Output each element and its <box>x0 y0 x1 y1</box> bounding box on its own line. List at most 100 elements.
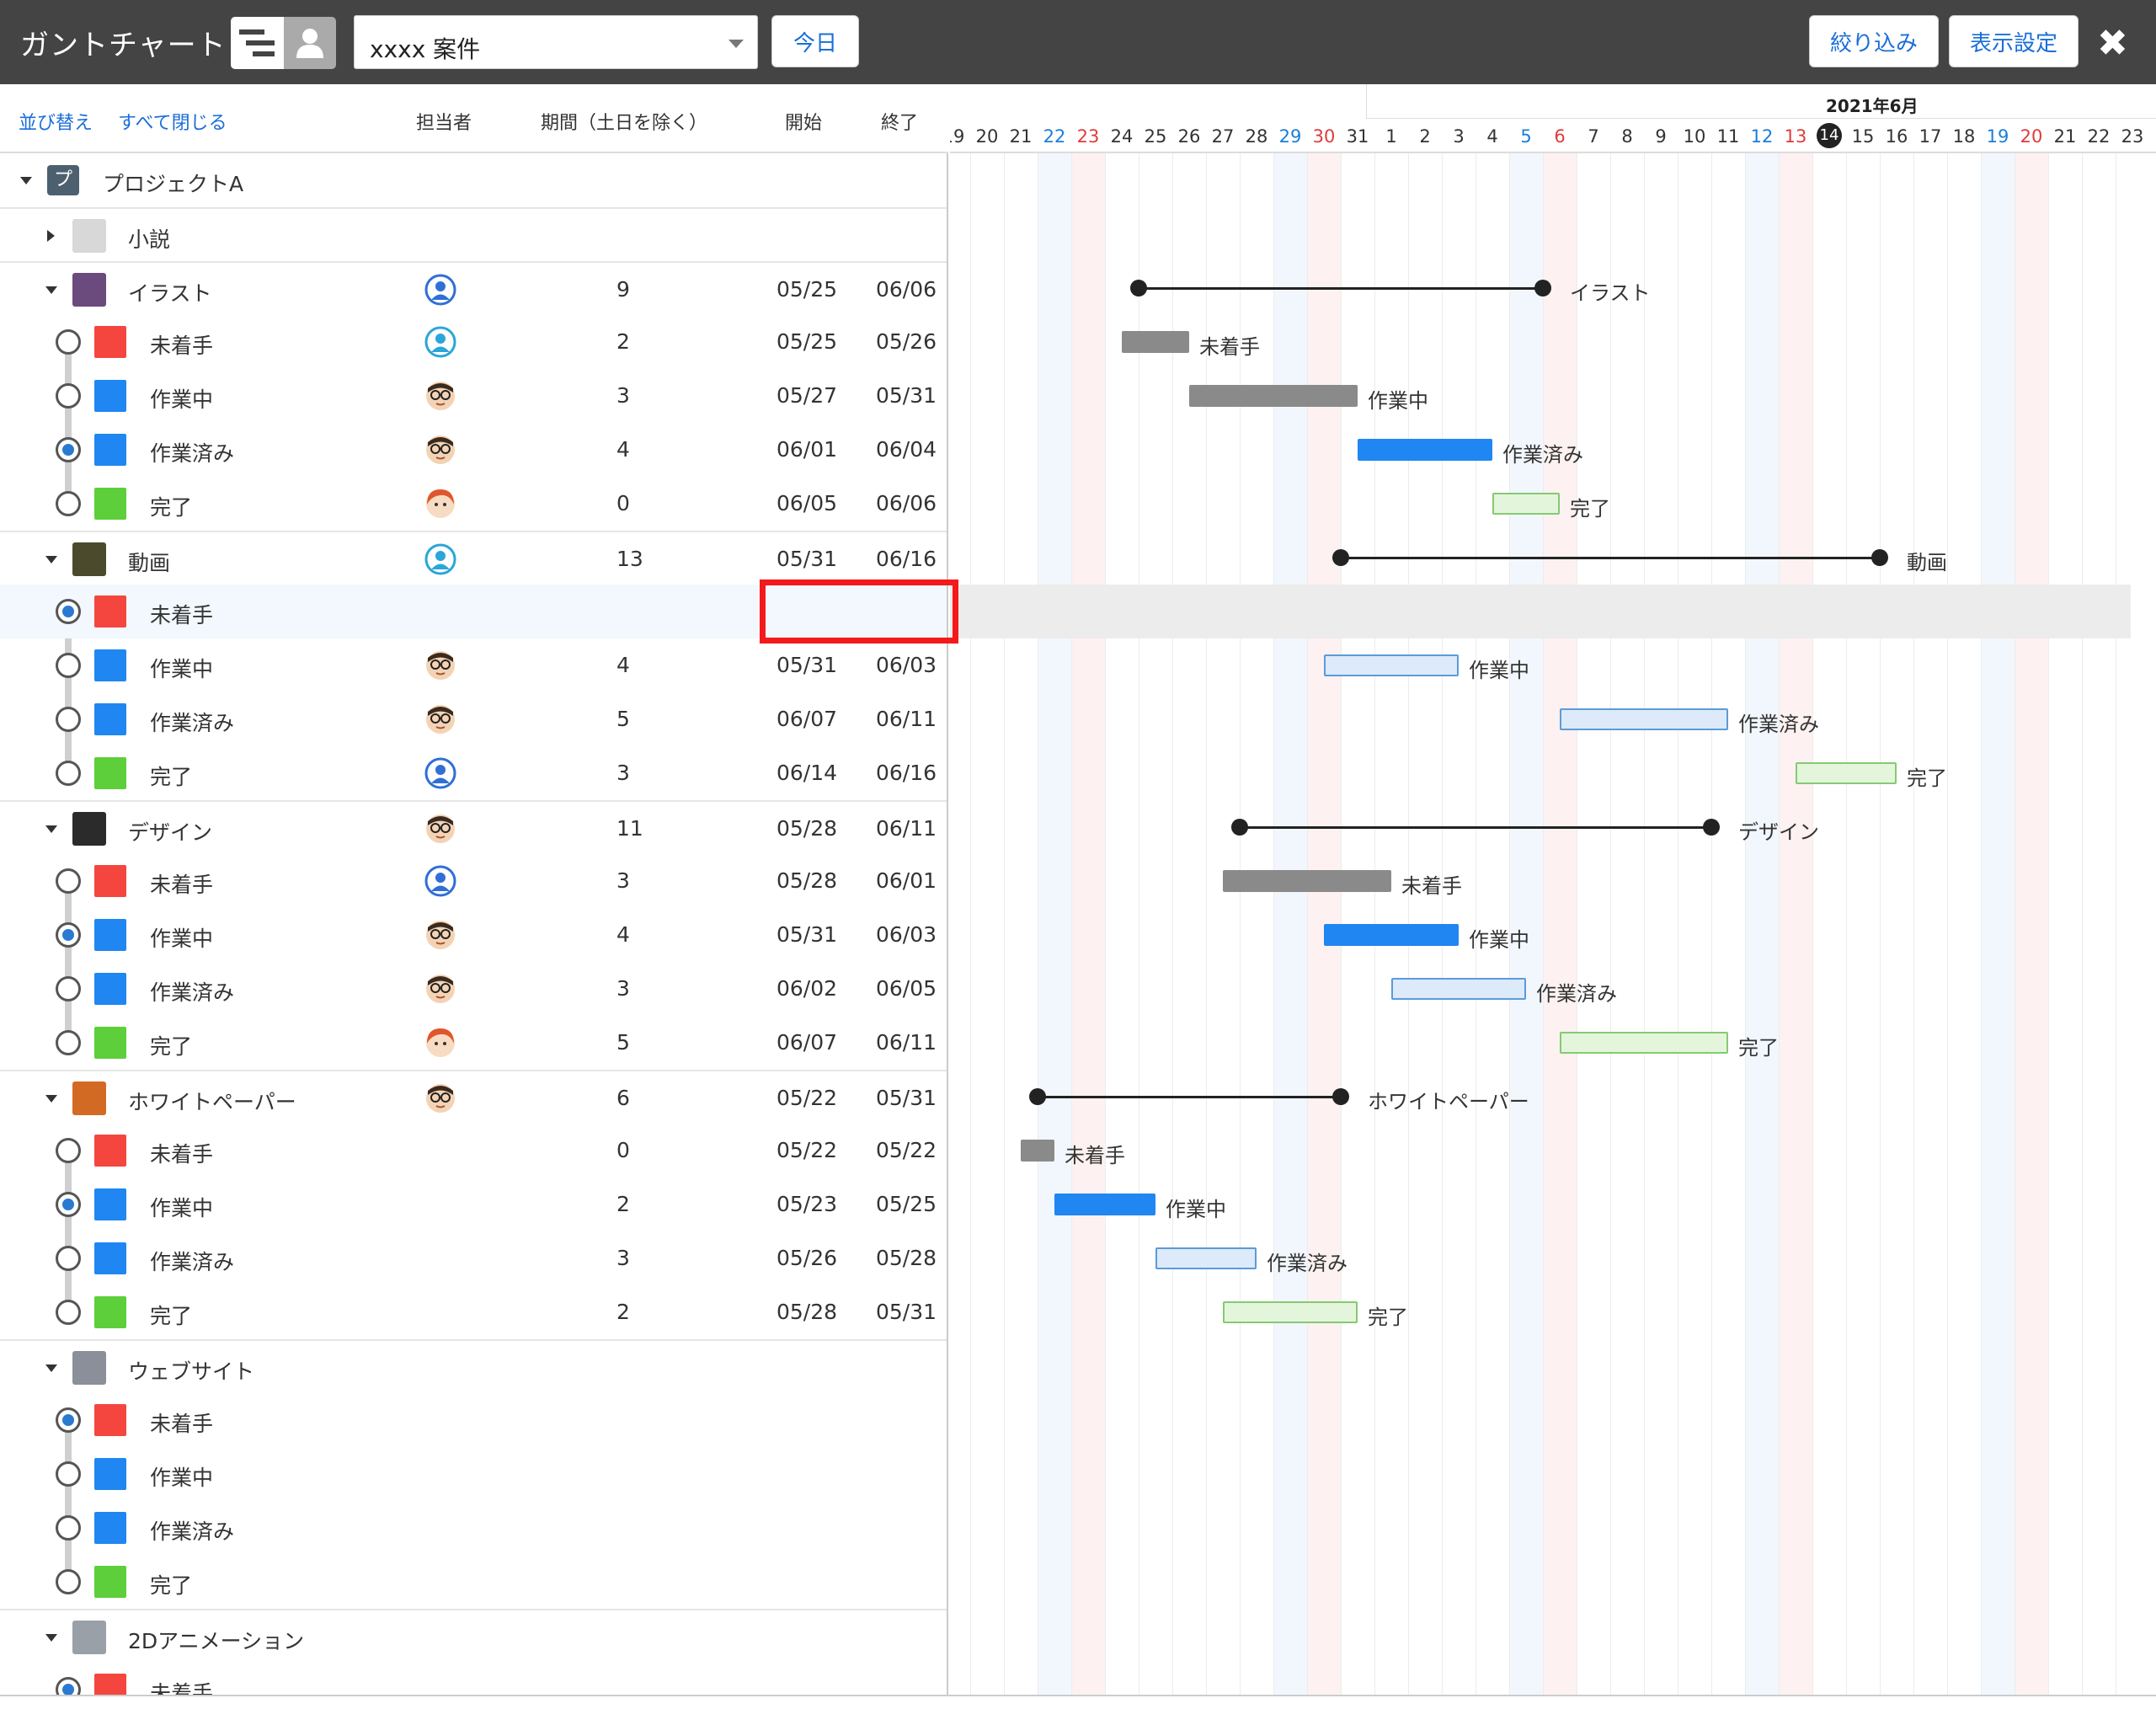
start-date-cell[interactable]: 06/07 <box>776 707 838 731</box>
start-date-cell[interactable]: 05/31 <box>776 653 838 677</box>
task-row[interactable]: 作業済み 3 06/02 06/05 <box>0 962 947 1016</box>
group-summary-bar[interactable] <box>1038 1096 1341 1098</box>
group-row[interactable]: 2Dアニメーション <box>0 1609 947 1663</box>
summary-start-handle[interactable] <box>1029 1088 1046 1105</box>
end-date-cell[interactable]: 06/03 <box>876 653 937 677</box>
task-bar[interactable] <box>1560 1032 1728 1054</box>
task-bar[interactable] <box>1324 654 1459 676</box>
task-row[interactable]: 作業済み 5 06/07 06/11 <box>0 692 947 746</box>
avatar[interactable] <box>424 703 456 735</box>
task-row[interactable]: 作業中 2 05/23 05/25 <box>0 1178 947 1231</box>
summary-start-handle[interactable] <box>1332 549 1349 566</box>
status-radio[interactable] <box>56 437 81 462</box>
today-button[interactable]: 今日 <box>771 15 859 67</box>
start-date-cell[interactable]: 05/23 <box>776 1192 838 1216</box>
group-row[interactable]: 動画 13 05/31 06/16 <box>0 531 947 585</box>
group-row[interactable]: デザイン 11 05/28 06/11 <box>0 800 947 854</box>
summary-end-handle[interactable] <box>1534 280 1551 296</box>
summary-end-handle[interactable] <box>1703 819 1720 836</box>
task-row[interactable]: 未着手 2 05/25 05/26 <box>0 315 947 369</box>
task-row[interactable]: 作業中 <box>0 1447 947 1501</box>
start-date-cell[interactable]: 05/31 <box>776 922 838 947</box>
caret-down-icon[interactable] <box>45 286 57 294</box>
task-bar[interactable] <box>1560 708 1728 730</box>
avatar[interactable] <box>424 649 456 681</box>
start-date-cell[interactable]: 06/05 <box>776 491 838 515</box>
status-radio[interactable] <box>56 761 81 786</box>
start-date-cell[interactable]: 05/28 <box>776 816 838 841</box>
task-bar[interactable] <box>1324 924 1459 946</box>
gantt-view-button[interactable] <box>231 17 284 69</box>
member-view-button[interactable] <box>283 17 336 69</box>
summary-end-handle[interactable] <box>1332 1088 1349 1105</box>
display-settings-button[interactable]: 表示設定 <box>1949 15 2079 67</box>
end-date-cell[interactable]: 05/28 <box>876 1246 937 1270</box>
task-row[interactable]: 作業中 4 05/31 06/03 <box>0 638 947 692</box>
caret-down-icon[interactable] <box>20 177 32 184</box>
task-row[interactable]: 未着手 <box>0 1393 947 1447</box>
task-row[interactable]: 作業済み 3 05/26 05/28 <box>0 1231 947 1285</box>
task-row[interactable]: 作業中 3 05/27 05/31 <box>0 369 947 423</box>
task-bar[interactable] <box>1391 978 1526 1000</box>
sort-link[interactable]: 並び替え <box>19 113 93 134</box>
start-date-cell[interactable]: 05/28 <box>776 868 838 893</box>
end-date-cell[interactable]: 06/06 <box>876 491 937 515</box>
status-radio[interactable] <box>56 599 81 624</box>
task-row[interactable]: 未着手 <box>0 585 947 638</box>
status-radio[interactable] <box>56 1461 81 1487</box>
group-row[interactable]: 小説 <box>0 207 947 261</box>
status-radio[interactable] <box>56 1515 81 1541</box>
task-row[interactable]: 完了 2 05/28 05/31 <box>0 1285 947 1339</box>
status-radio[interactable] <box>56 1138 81 1163</box>
avatar[interactable] <box>424 919 456 951</box>
status-radio[interactable] <box>56 383 81 409</box>
end-date-cell[interactable]: 05/25 <box>876 1192 937 1216</box>
end-date-cell[interactable]: 06/11 <box>876 816 937 841</box>
caret-down-icon[interactable] <box>45 1365 57 1372</box>
avatar[interactable] <box>424 813 456 845</box>
task-bar[interactable] <box>1223 870 1391 892</box>
group-row[interactable]: イラスト 9 05/25 06/06 <box>0 261 947 315</box>
task-bar[interactable] <box>1223 1301 1358 1323</box>
status-radio[interactable] <box>56 1030 81 1055</box>
start-date-cell[interactable]: 06/14 <box>776 761 838 785</box>
project-row[interactable]: プ プロジェクトA <box>0 153 947 207</box>
status-radio[interactable] <box>56 976 81 1001</box>
task-row[interactable]: 未着手 0 05/22 05/22 <box>0 1124 947 1178</box>
status-radio[interactable] <box>56 1407 81 1433</box>
group-row[interactable]: ウェブサイト <box>0 1339 947 1393</box>
task-bar[interactable] <box>1796 762 1897 784</box>
end-date-cell[interactable]: 06/16 <box>876 547 937 571</box>
filter-button[interactable]: 絞り込み <box>1809 15 1939 67</box>
status-radio[interactable] <box>56 1569 81 1594</box>
task-bar[interactable] <box>1358 439 1492 461</box>
task-row[interactable]: 作業済み 4 06/01 06/04 <box>0 423 947 477</box>
start-date-cell[interactable]: 05/22 <box>776 1086 838 1110</box>
caret-down-icon[interactable] <box>45 1095 57 1103</box>
task-bar[interactable] <box>1021 1140 1054 1162</box>
avatar[interactable] <box>424 973 456 1005</box>
start-date-cell[interactable]: 05/22 <box>776 1138 838 1162</box>
start-date-cell[interactable]: 06/01 <box>776 437 838 462</box>
end-date-cell[interactable]: 06/16 <box>876 761 937 785</box>
start-date-cell[interactable]: 05/26 <box>776 1246 838 1270</box>
end-date-cell[interactable]: 06/05 <box>876 976 937 1001</box>
avatar[interactable] <box>424 326 456 358</box>
status-radio[interactable] <box>56 1300 81 1325</box>
status-radio[interactable] <box>56 1246 81 1271</box>
task-row[interactable]: 未着手 <box>0 1663 947 1695</box>
group-row[interactable]: ホワイトペーパー 6 05/22 05/31 <box>0 1070 947 1124</box>
status-radio[interactable] <box>56 1677 81 1695</box>
end-date-cell[interactable]: 05/31 <box>876 1300 937 1324</box>
task-bar[interactable] <box>1122 331 1189 353</box>
end-date-cell[interactable]: 06/01 <box>876 868 937 893</box>
avatar[interactable] <box>424 1082 456 1114</box>
task-row[interactable]: 完了 3 06/14 06/16 <box>0 746 947 800</box>
group-summary-bar[interactable] <box>1341 557 1880 559</box>
avatar[interactable] <box>424 274 456 306</box>
avatar[interactable] <box>424 1027 456 1059</box>
task-row[interactable]: 完了 5 06/07 06/11 <box>0 1016 947 1070</box>
avatar[interactable] <box>424 380 456 412</box>
status-radio[interactable] <box>56 491 81 516</box>
close-icon[interactable]: ✖ <box>2097 22 2128 65</box>
